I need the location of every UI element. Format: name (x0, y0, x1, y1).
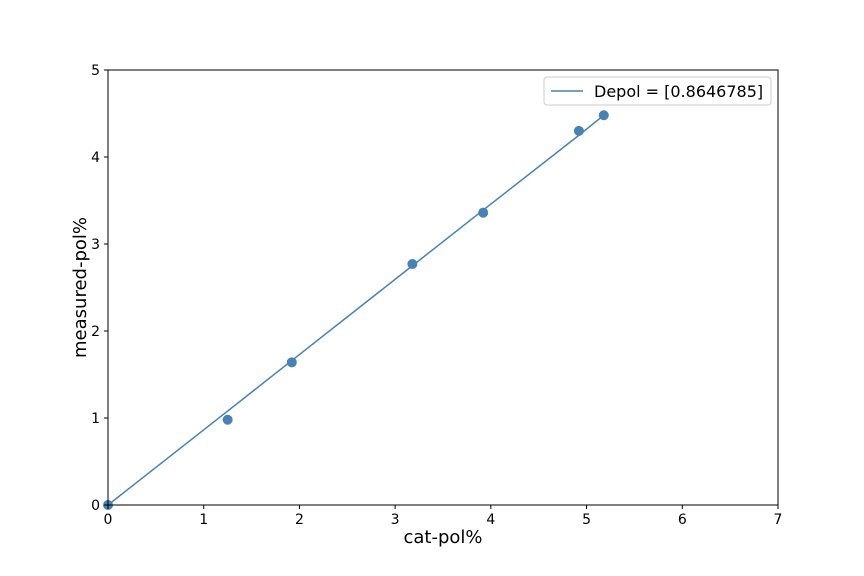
legend: Depol = [0.8646785] (543, 76, 772, 106)
y-tick-label: 3 (91, 237, 100, 253)
data-point (598, 110, 609, 121)
data-point (573, 125, 584, 136)
y-axis-label: measured-pol% (70, 217, 91, 358)
fit-line (107, 114, 605, 506)
legend-box (543, 76, 772, 106)
y-tick-label: 4 (91, 150, 100, 166)
legend-entry-label: Depol = [0.8646785] (594, 82, 763, 101)
x-tick-label: 7 (774, 512, 783, 528)
x-tick-label: 6 (678, 512, 687, 528)
x-tick-label: 2 (295, 512, 304, 528)
y-tick-label: 2 (91, 324, 100, 340)
x-tick-label: 1 (199, 512, 208, 528)
x-tick-label: 4 (486, 512, 495, 528)
y-tick-label: 0 (91, 498, 100, 514)
x-axis-label: cat-pol% (403, 527, 482, 548)
y-tick-label: 5 (91, 63, 100, 79)
x-tick-label: 5 (582, 512, 591, 528)
data-point (407, 259, 418, 270)
data-point (222, 414, 233, 425)
x-axis-ticks: 0 1 2 3 4 5 6 7 (104, 505, 783, 528)
x-tick-label: 0 (104, 512, 113, 528)
y-tick-label: 1 (91, 411, 100, 427)
data-point (478, 207, 489, 218)
fit-line-layer (107, 114, 605, 506)
plot-frame (107, 69, 779, 506)
y-axis-ticks: 0 1 2 3 4 5 (91, 63, 108, 514)
points-layer (103, 110, 609, 510)
x-tick-label: 3 (391, 512, 400, 528)
data-point (286, 357, 297, 368)
